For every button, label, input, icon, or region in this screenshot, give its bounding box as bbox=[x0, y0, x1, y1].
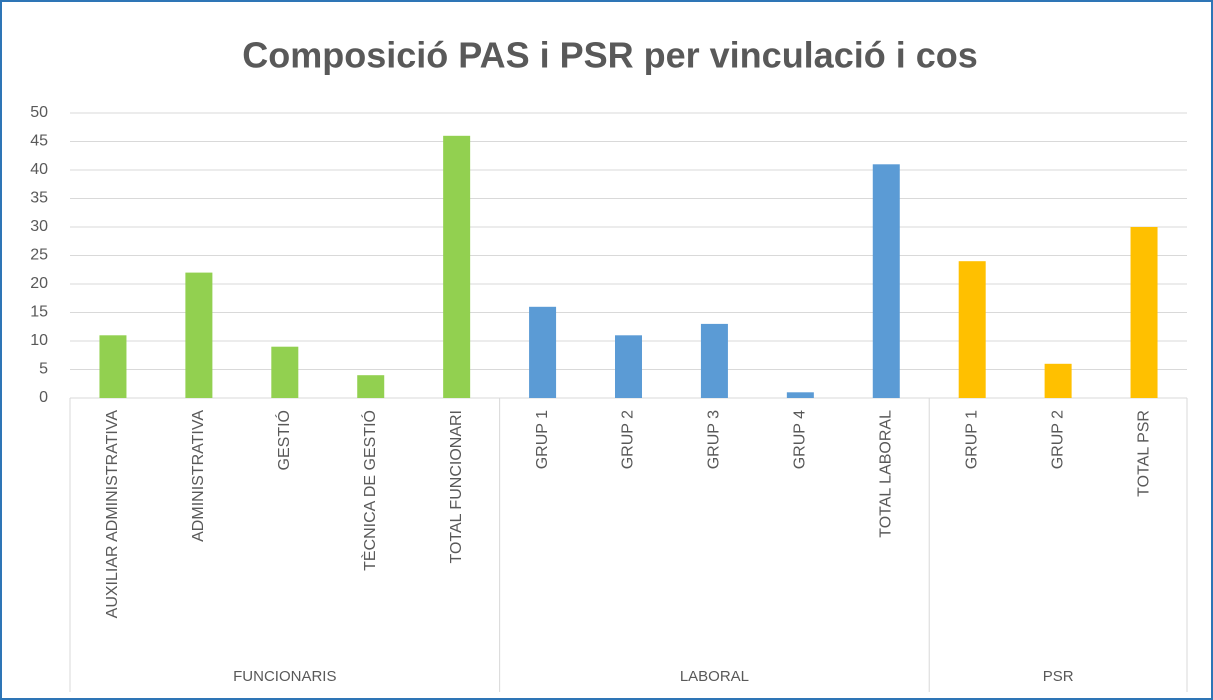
x-tick-label: TOTAL PSR bbox=[1135, 410, 1152, 497]
bar bbox=[99, 335, 127, 398]
bar bbox=[786, 392, 814, 398]
x-tick-label: GRUP 4 bbox=[792, 410, 809, 469]
bar bbox=[185, 272, 213, 398]
bar bbox=[1044, 363, 1072, 398]
x-tick-label: GRUP 2 bbox=[1049, 410, 1066, 469]
group-label: PSR bbox=[1043, 668, 1074, 685]
x-tick-label: GRUP 3 bbox=[706, 410, 723, 469]
y-tick-label: 15 bbox=[30, 304, 48, 321]
y-tick-label: 50 bbox=[30, 104, 48, 121]
x-tick-label: ADMINISTRATIVA bbox=[190, 410, 207, 542]
y-tick-label: 25 bbox=[30, 247, 48, 264]
y-tick-label: 10 bbox=[30, 332, 48, 349]
y-tick-label: 40 bbox=[30, 161, 48, 178]
bar bbox=[615, 335, 642, 398]
y-tick-label: 0 bbox=[39, 389, 48, 406]
group-label: LABORAL bbox=[680, 668, 749, 685]
x-tick-label: TOTAL FUNCIONARI bbox=[448, 410, 465, 564]
y-tick-label: 35 bbox=[30, 190, 48, 207]
bar bbox=[700, 323, 728, 398]
bar bbox=[271, 346, 299, 398]
x-tick-label: GESTIÓ bbox=[274, 410, 293, 470]
chart-title: Composició PAS i PSR per vinculació i co… bbox=[242, 35, 978, 76]
x-tick-label: GRUP 2 bbox=[620, 410, 637, 469]
bar bbox=[357, 375, 385, 398]
x-tick-label: TOTAL LABORAL bbox=[877, 410, 894, 538]
x-tick-label: GRUP 1 bbox=[534, 410, 551, 469]
y-tick-label: 20 bbox=[30, 275, 48, 292]
x-tick-label: GRUP 1 bbox=[963, 410, 980, 469]
x-tick-label: TÈCNICA DE GESTIÓ bbox=[360, 410, 379, 571]
y-tick-label: 45 bbox=[30, 133, 48, 150]
bar bbox=[1130, 227, 1158, 398]
bar bbox=[529, 306, 557, 398]
y-tick-label: 5 bbox=[39, 361, 48, 378]
x-tick-label: AUXILIAR ADMINISTRATIVA bbox=[104, 410, 121, 619]
bar bbox=[958, 261, 986, 398]
bar bbox=[872, 164, 900, 398]
group-label: FUNCIONARIS bbox=[233, 668, 336, 685]
y-tick-label: 30 bbox=[30, 218, 48, 235]
bar bbox=[443, 135, 471, 399]
